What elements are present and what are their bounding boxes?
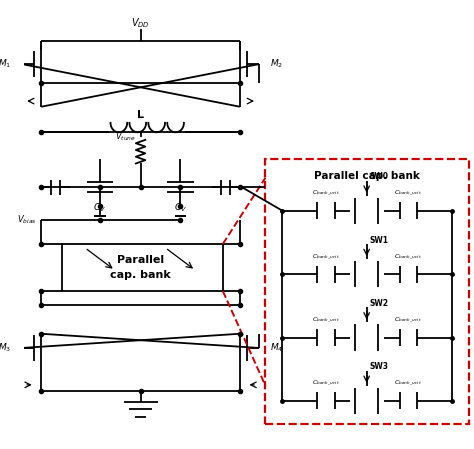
- Text: $C_{bank\_unit}$: $C_{bank\_unit}$: [312, 189, 340, 197]
- Text: $C_V$: $C_V$: [174, 202, 187, 214]
- Text: SW2: SW2: [370, 299, 389, 308]
- Text: $M_2$: $M_2$: [270, 58, 283, 70]
- Text: cap. bank: cap. bank: [110, 270, 171, 280]
- Text: SW1: SW1: [370, 236, 389, 245]
- Text: $C_{bank\_unit}$: $C_{bank\_unit}$: [312, 252, 340, 260]
- Text: $C_V$: $C_V$: [93, 202, 107, 214]
- Text: Parallel: Parallel: [117, 255, 164, 265]
- Text: SW3: SW3: [370, 362, 389, 371]
- Bar: [265, 159, 469, 423]
- Text: $M_1$: $M_1$: [0, 58, 11, 70]
- Bar: [62, 244, 223, 291]
- Text: $C_{bank\_unit}$: $C_{bank\_unit}$: [394, 252, 422, 260]
- Text: $C_{bank\_unit}$: $C_{bank\_unit}$: [394, 189, 422, 197]
- Text: SW0: SW0: [370, 172, 389, 181]
- Text: Parallel cap. bank: Parallel cap. bank: [314, 171, 419, 181]
- Text: $C_{bank\_unit}$: $C_{bank\_unit}$: [312, 315, 340, 324]
- Text: $V_{DD}$: $V_{DD}$: [131, 17, 150, 31]
- Text: $V_{bias}$: $V_{bias}$: [17, 214, 36, 226]
- Text: $M_3$: $M_3$: [0, 342, 11, 354]
- Text: $V_{tune}$: $V_{tune}$: [115, 131, 136, 143]
- Text: $C_{bank\_unit}$: $C_{bank\_unit}$: [394, 379, 422, 387]
- Text: $C_{bank\_unit}$: $C_{bank\_unit}$: [312, 379, 340, 387]
- Text: $C_{bank\_unit}$: $C_{bank\_unit}$: [394, 315, 422, 324]
- Text: L: L: [137, 110, 144, 120]
- Text: $M_4$: $M_4$: [270, 342, 283, 354]
